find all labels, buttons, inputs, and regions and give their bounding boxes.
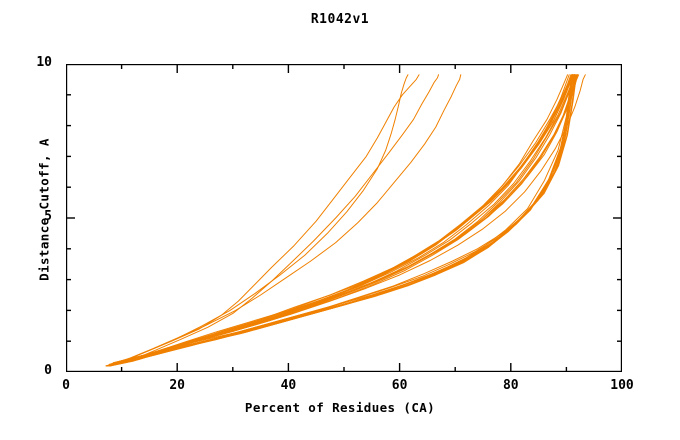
series-line <box>107 74 575 367</box>
series-line <box>109 74 575 365</box>
series-line <box>105 74 573 367</box>
series-line <box>107 74 574 367</box>
y-tick-label: 0 <box>44 363 52 378</box>
tick-marks <box>66 64 622 372</box>
series-line <box>112 74 579 365</box>
plot-border <box>66 64 622 372</box>
series-line <box>113 74 580 364</box>
series-line <box>111 74 577 365</box>
series-line <box>114 74 586 364</box>
series-line <box>106 74 409 367</box>
plot-area <box>66 64 622 372</box>
x-axis-label: Percent of Residues (CA) <box>244 400 436 415</box>
series-line <box>106 74 574 367</box>
series-line <box>108 74 576 366</box>
series-line <box>112 74 578 364</box>
y-tick-label: 10 <box>36 55 52 70</box>
series-line <box>109 74 573 367</box>
x-tick-label: 0 <box>62 378 70 393</box>
axis-frame <box>66 64 622 372</box>
x-tick-label: 60 <box>391 378 408 393</box>
chart-title: R1042v1 <box>310 12 370 27</box>
series-line <box>109 74 576 367</box>
series-line <box>108 74 575 367</box>
series-line <box>108 74 569 367</box>
series-line <box>111 74 577 365</box>
plot-canvas <box>66 64 622 372</box>
series-line <box>107 74 574 367</box>
series-line <box>107 74 573 367</box>
y-tick-label: 5 <box>44 209 52 224</box>
x-tick-label: 80 <box>502 378 519 393</box>
series-line <box>111 74 575 365</box>
series-lines <box>105 74 586 367</box>
series-line <box>109 74 576 367</box>
series-line <box>112 74 579 364</box>
x-tick-label: 20 <box>169 378 186 393</box>
series-line <box>109 74 440 367</box>
x-tick-label: 40 <box>280 378 297 393</box>
x-tick-label: 100 <box>610 378 634 393</box>
